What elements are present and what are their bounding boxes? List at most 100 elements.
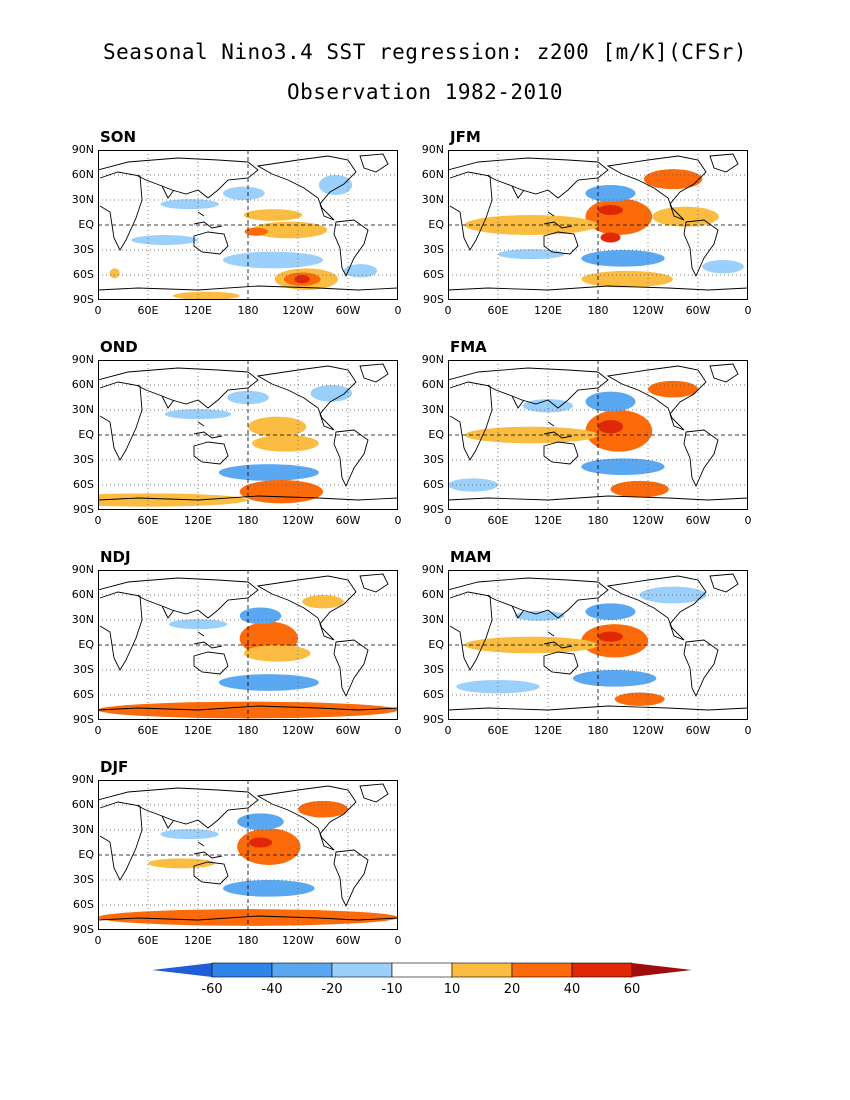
coastline: [709, 153, 739, 173]
y-tick-label: 30S: [423, 663, 444, 676]
anomaly-contour-pos20: [239, 480, 323, 504]
anomaly-contour-neg10: [168, 619, 228, 630]
y-tick-label: EQ: [78, 848, 94, 861]
anomaly-contour-pos20: [237, 828, 301, 865]
coastline: [98, 915, 398, 921]
coastline: [709, 573, 739, 593]
anomaly-contour-pos20: [585, 198, 653, 235]
coastline: [543, 421, 573, 439]
x-tick-label: 0: [444, 724, 452, 737]
anomaly-contour-pos40: [248, 837, 273, 848]
y-tick-label: 60N: [421, 168, 444, 181]
coastline: [359, 363, 389, 383]
x-tick-label: 120E: [534, 724, 562, 737]
map-plot: [98, 570, 398, 720]
x-tick-label: 120E: [534, 304, 562, 317]
x-tick-label: 60W: [685, 304, 711, 317]
anomaly-contour-pos40: [598, 420, 623, 434]
chart-title: Seasonal Nino3.4 SST regression: z200 [m…: [102, 40, 747, 64]
anomaly-contour-pos10: [464, 426, 598, 444]
colorbar-tick-label: -60: [201, 982, 223, 997]
coastline: [683, 639, 719, 698]
y-tick-label: 30S: [73, 453, 94, 466]
anomaly-contour-pos40: [598, 205, 623, 215]
coastline: [606, 365, 707, 431]
colorbar-tick-label: -20: [321, 982, 343, 997]
x-tick-label: 0: [444, 514, 452, 527]
x-tick-label: 60E: [487, 514, 509, 527]
x-tick-label: 0: [744, 724, 752, 737]
x-tick-label: 0: [444, 304, 452, 317]
x-tick-label: 0: [394, 934, 402, 947]
y-tick-label: 30S: [73, 663, 94, 676]
anomaly-contour-neg10: [160, 199, 219, 210]
y-tick-label: 90N: [421, 353, 444, 366]
y-tick-label: 60S: [73, 268, 94, 281]
y-tick-label: EQ: [428, 638, 444, 651]
anomaly-contour-neg20: [218, 674, 319, 691]
y-tick-label: EQ: [78, 638, 94, 651]
coastline: [543, 211, 573, 229]
x-tick-label: 60E: [137, 304, 159, 317]
anomaly-contour-neg20: [223, 880, 315, 897]
anomaly-contour-neg10: [223, 186, 265, 200]
panel-label: SON: [100, 128, 137, 146]
y-tick-label: 90N: [71, 143, 94, 156]
anomaly-contour-neg20: [237, 813, 284, 830]
y-tick-label: 60S: [423, 268, 444, 281]
coastline: [256, 155, 357, 221]
anomaly-contour-neg20: [218, 464, 319, 481]
coastline: [448, 577, 609, 619]
anomaly-contour-pos10: [173, 291, 240, 300]
panel-djf: DJF 90N 60N 30N EQ 30S 60S 90S 0 60E 120E 180 120W 60…: [42, 758, 402, 958]
panel-label: MAM: [450, 548, 492, 566]
y-tick-label: EQ: [428, 218, 444, 231]
coastline: [98, 367, 259, 409]
colorbar-tick-label: 60: [623, 982, 641, 997]
coastline: [99, 381, 143, 461]
x-tick-label: 60W: [685, 514, 711, 527]
colorbar-left-extend: [152, 963, 212, 977]
coastline: [683, 219, 719, 278]
x-tick-label: 120W: [282, 304, 314, 317]
anomaly-contour-neg20: [585, 391, 636, 412]
y-tick-label: EQ: [78, 428, 94, 441]
colorbar: [152, 962, 692, 978]
x-tick-label: 0: [394, 724, 402, 737]
x-tick-label: 180: [237, 934, 259, 947]
x-tick-label: 120W: [282, 934, 314, 947]
x-tick-label: 120E: [534, 514, 562, 527]
coastline: [448, 705, 748, 711]
colorbar-segment: [271, 962, 333, 978]
anomaly-contour-pos20: [614, 692, 665, 706]
coastline: [449, 171, 493, 251]
anomaly-contour-neg10: [318, 175, 353, 195]
anomaly-contour-pos20: [298, 800, 348, 818]
x-tick-label: 60E: [137, 514, 159, 527]
anomaly-contour-neg20: [581, 458, 665, 475]
coastline: [359, 153, 389, 173]
coastline: [193, 841, 223, 859]
anomaly-contour-neg20: [573, 670, 657, 687]
y-tick-label: 30S: [423, 243, 444, 256]
map-plot: [98, 150, 398, 300]
x-tick-label: 60W: [335, 724, 361, 737]
y-tick-label: 90S: [423, 293, 444, 306]
map-plot: [98, 360, 398, 510]
y-tick-label: 30N: [421, 613, 444, 626]
anomaly-contour-pos10: [248, 416, 307, 437]
coastline: [99, 591, 143, 671]
x-tick-label: 120W: [282, 514, 314, 527]
x-tick-label: 120E: [184, 934, 212, 947]
coastline: [193, 861, 229, 885]
coastline: [256, 365, 357, 431]
colorbar-segment: [211, 962, 273, 978]
panel-label: FMA: [450, 338, 487, 356]
colorbar-tick-label: 10: [443, 982, 461, 997]
y-tick-label: 30N: [421, 403, 444, 416]
anomaly-contour-pos20: [98, 909, 398, 926]
colorbar-segment: [451, 962, 513, 978]
coastline: [511, 395, 525, 409]
anomaly-contour-neg10: [702, 260, 744, 274]
anomaly-contour-pos10: [98, 493, 248, 507]
